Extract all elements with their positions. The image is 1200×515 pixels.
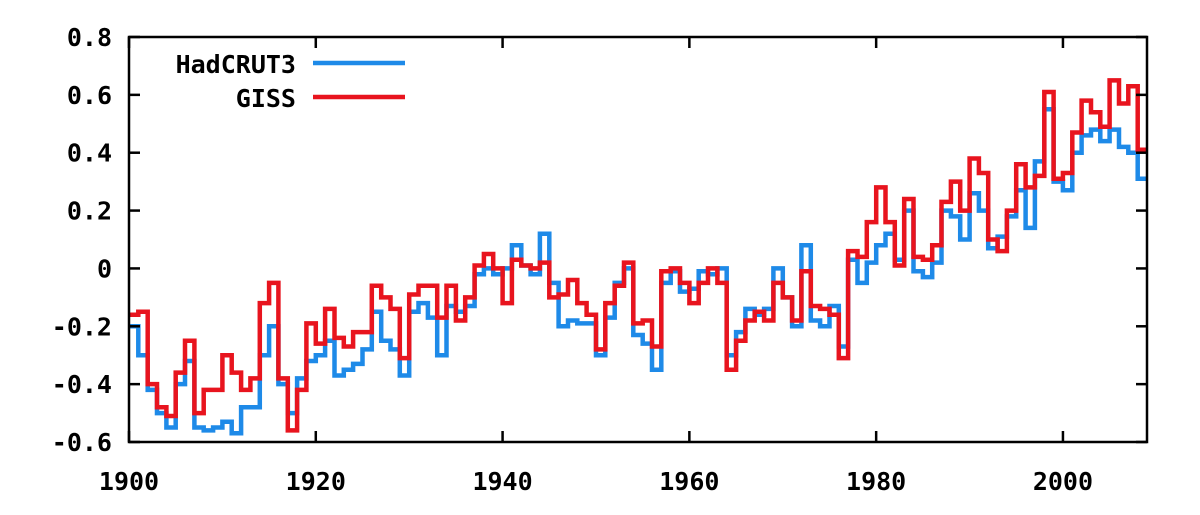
x-tick-label: 1940 bbox=[472, 467, 532, 496]
x-tick-label: 1900 bbox=[99, 467, 159, 496]
y-tick-label: -0.6 bbox=[52, 428, 112, 457]
x-tick-label: 1960 bbox=[659, 467, 719, 496]
y-tick-label: 0 bbox=[97, 254, 112, 283]
plot-frame bbox=[127, 35, 1149, 444]
y-tick-label: 0.4 bbox=[67, 139, 112, 168]
y-tick-label: 0.6 bbox=[67, 81, 112, 110]
y-tick-label: 0.2 bbox=[67, 197, 112, 226]
x-tick-label: 1920 bbox=[286, 467, 346, 496]
series-layer bbox=[129, 78, 1147, 436]
x-tick-label: 2000 bbox=[1033, 467, 1093, 496]
series-line-hadcrut3 bbox=[129, 107, 1147, 436]
axes-layer: -0.6 -0.4 -0.2 0 0.2 0.4 0.6 0.8 1900 1920 1940 196… bbox=[52, 23, 1147, 496]
y-tick-label: 0.8 bbox=[67, 23, 112, 52]
legend-label-giss: GISS bbox=[236, 84, 296, 113]
y-tick-label: -0.2 bbox=[52, 312, 112, 341]
y-tick-label: -0.4 bbox=[52, 370, 112, 399]
legend: HadCRUT3 GISS bbox=[176, 50, 405, 113]
x-tick-label: 1980 bbox=[846, 467, 906, 496]
legend-label-hadcrut3: HadCRUT3 bbox=[176, 50, 296, 79]
series-line-giss bbox=[129, 78, 1147, 433]
